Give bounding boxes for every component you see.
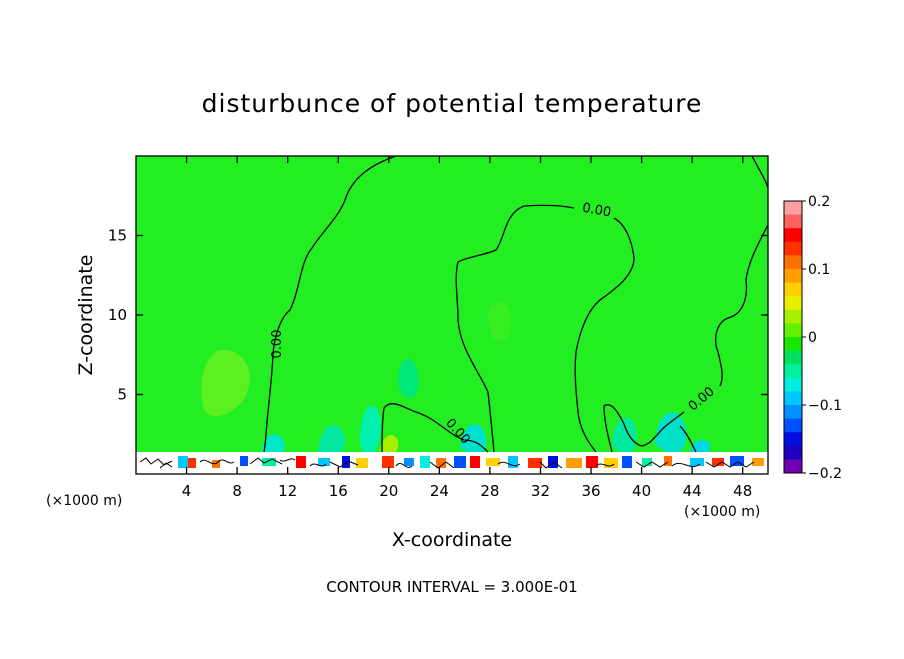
x-unit-left: (×1000 m) (46, 493, 122, 509)
colorbar-tick-label: 0.2 (808, 194, 830, 210)
colorbar-tick-label: −0.1 (808, 398, 842, 414)
colorbar-tick-label: 0 (808, 330, 817, 346)
x-tick-label: 24 (430, 482, 449, 500)
x-tick-label: 36 (581, 482, 600, 500)
x-tick-label: 32 (531, 482, 550, 500)
y-axis-ticks: 5 10 15 (108, 227, 768, 404)
contour-line (381, 403, 489, 453)
cool-anomaly-region (262, 433, 285, 456)
x-tick-label: 48 (733, 482, 752, 500)
surface-noise-layer (136, 452, 768, 474)
warm-anomaly-region (380, 435, 399, 456)
contour-label: 0.00 (270, 330, 285, 359)
x-tick-label: 8 (232, 482, 242, 500)
y-tick-label: 10 (108, 306, 127, 324)
contour-label: 0.00 (581, 201, 612, 221)
colorbar-swatch (784, 214, 802, 229)
colorbar-swatch (784, 445, 802, 460)
y-tick-label: 5 (117, 386, 127, 404)
x-tick-label: 12 (278, 482, 297, 500)
colorbar-swatch (784, 296, 802, 311)
plot-area: 0.00 0.00 0.00 0.00 4 8 12 16 20 24 28 32 36 40 44… (108, 155, 769, 500)
colorbar-swatch (784, 350, 802, 365)
contour-lines (263, 155, 769, 453)
contour-line (603, 155, 769, 453)
colorbar-swatch (784, 459, 802, 474)
x-axis-label: X-coordinate (392, 529, 512, 551)
x-tick-label: 4 (182, 482, 192, 500)
x-tick-label: 16 (329, 482, 348, 500)
x-tick-label: 28 (480, 482, 499, 500)
warm-anomaly-region (201, 349, 250, 416)
colorbar-swatch (784, 323, 802, 338)
cool-anomaly-region (398, 358, 419, 398)
colorbar-tick-label: −0.2 (808, 466, 842, 482)
colorbar-swatch (784, 201, 802, 216)
warm-anomaly-region (488, 301, 512, 342)
cool-anomaly-region (460, 424, 487, 456)
cool-anomaly-region (360, 405, 381, 455)
x-tick-label: 40 (632, 482, 651, 500)
colorbar-swatch (784, 364, 802, 379)
chart-title: disturbunce of potential temperature (202, 89, 703, 118)
colorbar-swatch (784, 269, 802, 284)
cool-anomaly-region (318, 425, 345, 456)
contour-interval-note: CONTOUR INTERVAL = 3.000E-01 (326, 578, 577, 596)
colorbar-swatch (784, 377, 802, 392)
colorbar-swatch (784, 282, 802, 297)
colorbar: 0.2 0.1 0 −0.1 −0.2 (783, 194, 842, 482)
colorbar-tick-label: 0.1 (808, 262, 830, 278)
colorbar-swatch (784, 337, 802, 352)
contour-line (455, 204, 635, 453)
y-tick-label: 15 (108, 227, 127, 245)
x-unit-right: (×1000 m) (684, 504, 760, 520)
colorbar-swatch (784, 309, 802, 324)
cool-anomaly-region (690, 439, 711, 456)
contour-line (263, 155, 397, 453)
contour-line (679, 425, 697, 453)
colorbar-swatch (784, 255, 802, 270)
colorbar-swatch (784, 391, 802, 406)
x-tick-label: 44 (683, 482, 702, 500)
colorbar-swatch (784, 432, 802, 447)
colorbar-swatch (784, 241, 802, 256)
colorbar-swatch (784, 418, 802, 433)
colorbar-swatch (784, 228, 802, 243)
cool-anomaly-region (612, 417, 637, 456)
x-tick-label: 20 (379, 482, 398, 500)
colorbar-swatch (784, 405, 802, 420)
y-axis-label: Z-coordinate (75, 255, 97, 376)
cool-anomaly-region (655, 412, 687, 456)
x-axis-ticks: 4 8 12 16 20 24 28 32 36 40 44 48 (182, 156, 752, 500)
